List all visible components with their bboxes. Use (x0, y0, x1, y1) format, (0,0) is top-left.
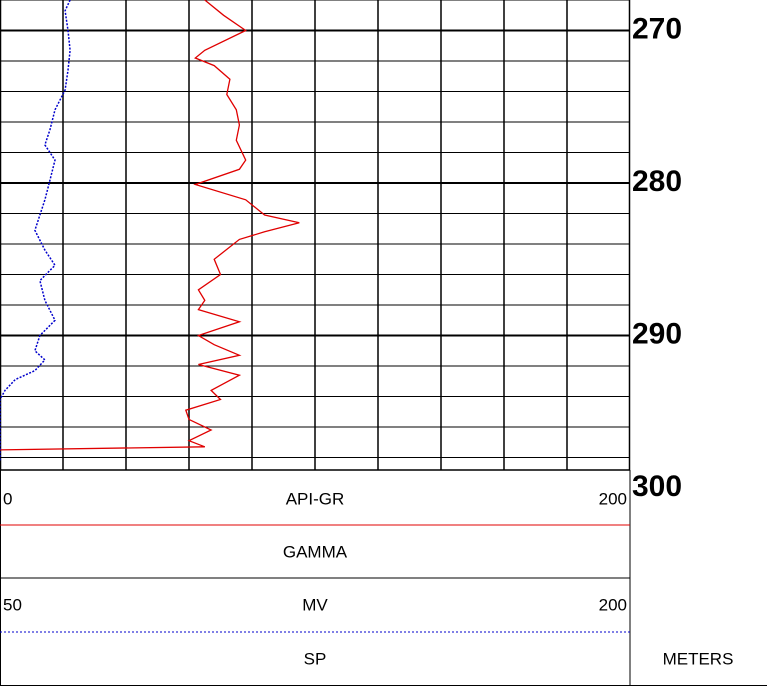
curve-name: SP (304, 649, 327, 668)
unit-label: MV (302, 595, 328, 614)
curves (0, 0, 300, 461)
scale-max: 200 (599, 489, 627, 508)
log-curve (0, 0, 300, 451)
depth-label: 300 (632, 470, 682, 503)
curve-name: GAMMA (283, 542, 348, 561)
grid: 270 280 290 300 (0, 0, 682, 503)
depth-label: 290 (632, 317, 682, 350)
scale-min: 0 (3, 489, 12, 508)
unit-label: API-GR (286, 489, 345, 508)
scale-max: 200 (599, 595, 627, 614)
depth-label: 280 (632, 165, 682, 198)
scale-min: 50 (3, 595, 22, 614)
depth-label: 270 (632, 12, 682, 45)
log-curve (0, 0, 71, 461)
depth-unit: METERS (663, 649, 734, 668)
